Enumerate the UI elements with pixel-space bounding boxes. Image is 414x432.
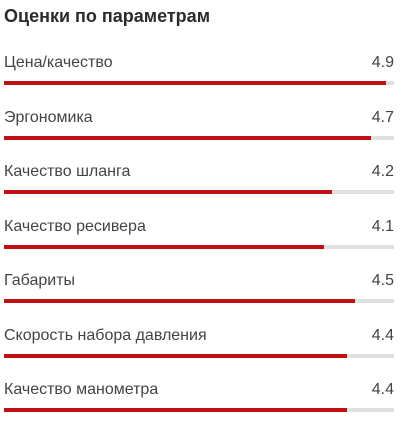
rating-label: Скорость набора давления (4, 326, 207, 344)
rating-bar-track (4, 408, 394, 412)
rating-bar-track (4, 190, 394, 194)
rating-value: 4.4 (371, 326, 394, 344)
rating-value: 4.2 (371, 163, 394, 180)
rating-row: Качество манометра 4.4 (0, 377, 414, 432)
ratings-list: Цена/качество 4.9 Эргономика 4.7 Качеств… (0, 50, 414, 432)
rating-bar-fill (4, 244, 324, 249)
panel-title: Оценки по параметрам (4, 6, 211, 26)
rating-row: Цена/качество 4.9 (0, 50, 414, 105)
rating-value: 4.7 (371, 108, 394, 126)
rating-row: Качество ресивера 4.1 (0, 214, 414, 269)
rating-value: 4.1 (371, 217, 394, 235)
rating-label: Качество шланга (4, 163, 131, 180)
rating-label: Качество ресивера (4, 217, 146, 235)
rating-label: Габариты (4, 272, 76, 289)
rating-row: Качество шланга 4.2 (0, 159, 414, 214)
rating-bar-fill (4, 408, 348, 412)
rating-bar-fill (4, 353, 348, 358)
rating-bar-fill (4, 135, 371, 140)
rating-value: 4.5 (371, 272, 394, 289)
rating-label: Качество манометра (4, 381, 159, 398)
rating-bar-track (4, 244, 394, 249)
rating-row: Габариты 4.5 (0, 268, 414, 323)
rating-row: Эргономика 4.7 (0, 105, 414, 160)
rating-row: Скорость набора давления 4.4 (0, 323, 414, 378)
rating-label: Эргономика (4, 108, 93, 126)
rating-bar-fill (4, 81, 387, 85)
rating-value: 4.9 (371, 54, 394, 71)
rating-bar-track (4, 81, 394, 85)
rating-label: Цена/качество (4, 54, 113, 71)
rating-bar-track (4, 135, 394, 140)
rating-value: 4.4 (371, 381, 394, 398)
rating-bar-track (4, 353, 394, 358)
rating-bar-fill (4, 299, 355, 303)
rating-bar-fill (4, 190, 332, 194)
rating-bar-track (4, 299, 394, 303)
